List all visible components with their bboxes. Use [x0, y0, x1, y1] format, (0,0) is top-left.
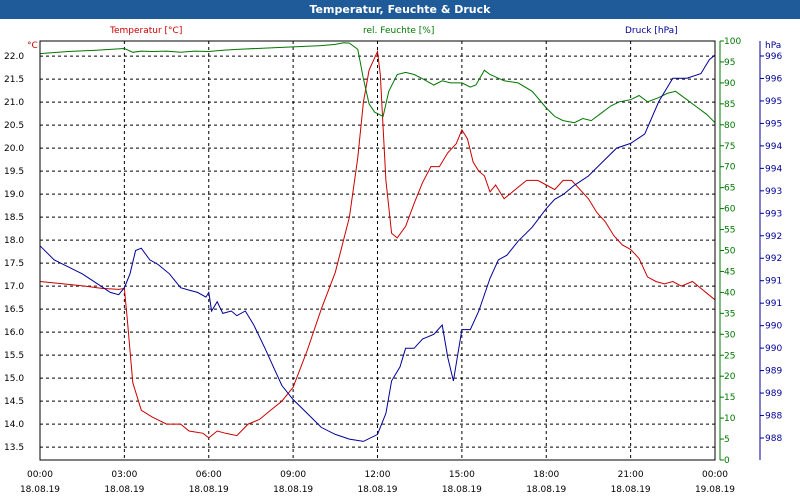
humidity-tick-label: 35 — [724, 309, 735, 319]
humidity-tick-label: 5 — [724, 435, 730, 445]
pressure-tick-label: 996 — [765, 74, 782, 84]
temperature-tick-label: 16.0 — [4, 328, 24, 338]
x-tick-date: 18.08.19 — [104, 485, 144, 495]
axes: 00:00 18.08.19 03:00 18.08.19 06:00 18.08.19 0… — [4, 26, 782, 495]
temperature-tick-label: 17.5 — [4, 259, 24, 269]
pressure-tick-label: 993 — [765, 209, 782, 219]
x-tick-date: 18.08.19 — [273, 485, 313, 495]
temperature-tick-label: 19.0 — [4, 190, 24, 200]
pressure-tick-label: 993 — [765, 187, 782, 197]
x-tick-time: 09:00 — [280, 470, 306, 480]
humidity-tick-label: 10 — [724, 414, 736, 424]
x-tick-date: 18.08.19 — [526, 485, 566, 495]
x-tick-date: 18.08.19 — [611, 485, 651, 495]
humidity-tick-label: 70 — [724, 163, 736, 173]
x-tick-date: 18.08.19 — [189, 485, 229, 495]
x-tick-date: 18.08.19 — [20, 485, 60, 495]
temperature-unit-label: °C — [27, 41, 38, 51]
x-tick-time: 15:00 — [449, 470, 475, 480]
series-line-humidity — [39, 42, 716, 124]
x-tick-time: 06:00 — [196, 470, 222, 480]
humidity-tick-label: 30 — [724, 330, 736, 340]
plot-border — [39, 40, 716, 461]
pressure-tick-label: 988 — [765, 412, 782, 422]
pressure-tick-label: 996 — [765, 52, 782, 62]
chart-title: Temperatur, Feuchte & Druck — [0, 0, 800, 19]
temperature-tick-label: 14.0 — [4, 420, 24, 430]
series-line-pressure — [39, 54, 716, 442]
pressure-unit-label: hPa — [765, 41, 781, 51]
x-tick-date: 18.08.19 — [357, 485, 397, 495]
humidity-tick-label: 15 — [724, 393, 735, 403]
grid — [40, 41, 715, 460]
temperature-tick-label: 19.5 — [4, 167, 24, 177]
pressure-tick-label: 995 — [765, 119, 782, 129]
x-tick-time: 21:00 — [618, 470, 644, 480]
x-tick-date: 19.08.19 — [695, 485, 735, 495]
humidity-tick-label: 60 — [724, 205, 736, 215]
humidity-tick-label: 65 — [724, 184, 735, 194]
temperature-tick-label: 18.5 — [4, 213, 24, 223]
humidity-tick-label: 55 — [724, 226, 735, 236]
temperature-axis-title: Temperatur [°C] — [109, 26, 182, 36]
pressure-tick-label: 992 — [765, 254, 782, 264]
humidity-tick-label: 45 — [724, 267, 735, 277]
pressure-tick-label: 995 — [765, 97, 782, 107]
temperature-tick-label: 16.5 — [4, 305, 24, 315]
x-tick-time: 00:00 — [27, 470, 53, 480]
humidity-tick-label: 100 — [724, 37, 741, 47]
temperature-tick-label: 22.0 — [4, 52, 24, 62]
pressure-tick-label: 992 — [765, 232, 782, 242]
series-line-temperature — [39, 49, 716, 439]
humidity-tick-label: 90 — [724, 79, 736, 89]
humidity-tick-label: 80 — [724, 121, 736, 131]
humidity-axis-title: rel. Feuchte [%] — [363, 26, 434, 36]
pressure-tick-label: 989 — [765, 367, 782, 377]
pressure-tick-label: 994 — [765, 142, 782, 152]
pressure-tick-label: 991 — [765, 277, 782, 287]
x-tick-time: 12:00 — [365, 470, 391, 480]
temperature-tick-label: 15.5 — [4, 351, 24, 361]
temperature-tick-label: 13.5 — [4, 443, 24, 453]
temperature-tick-label: 15.0 — [4, 374, 24, 384]
humidity-tick-label: 25 — [724, 351, 735, 361]
temperature-tick-label: 20.5 — [4, 121, 24, 131]
humidity-tick-label: 20 — [724, 372, 736, 382]
temperature-tick-label: 21.0 — [4, 98, 24, 108]
series-layer — [39, 42, 716, 442]
temperature-tick-label: 14.5 — [4, 397, 24, 407]
humidity-tick-label: 75 — [724, 142, 735, 152]
humidity-tick-label: 40 — [724, 288, 736, 298]
temperature-tick-label: 20.0 — [4, 144, 24, 154]
temperature-tick-label: 18.0 — [4, 236, 24, 246]
pressure-tick-label: 990 — [765, 322, 782, 332]
temperature-tick-label: 17.0 — [4, 282, 24, 292]
x-tick-time: 18:00 — [533, 470, 559, 480]
pressure-tick-label: 988 — [765, 434, 782, 444]
x-tick-time: 00:00 — [702, 470, 728, 480]
pressure-tick-label: 989 — [765, 389, 782, 399]
pressure-tick-label: 994 — [765, 164, 782, 174]
pressure-tick-label: 991 — [765, 299, 782, 309]
humidity-tick-label: 85 — [724, 100, 735, 110]
humidity-tick-label: 95 — [724, 58, 735, 68]
humidity-tick-label: 0 — [724, 456, 730, 466]
humidity-tick-label: 50 — [724, 247, 736, 257]
x-tick-date: 18.08.19 — [442, 485, 482, 495]
x-tick-time: 03:00 — [111, 470, 137, 480]
pressure-tick-label: 990 — [765, 344, 782, 354]
temperature-tick-label: 21.5 — [4, 75, 24, 85]
pressure-axis-title: Druck [hPa] — [625, 26, 678, 36]
